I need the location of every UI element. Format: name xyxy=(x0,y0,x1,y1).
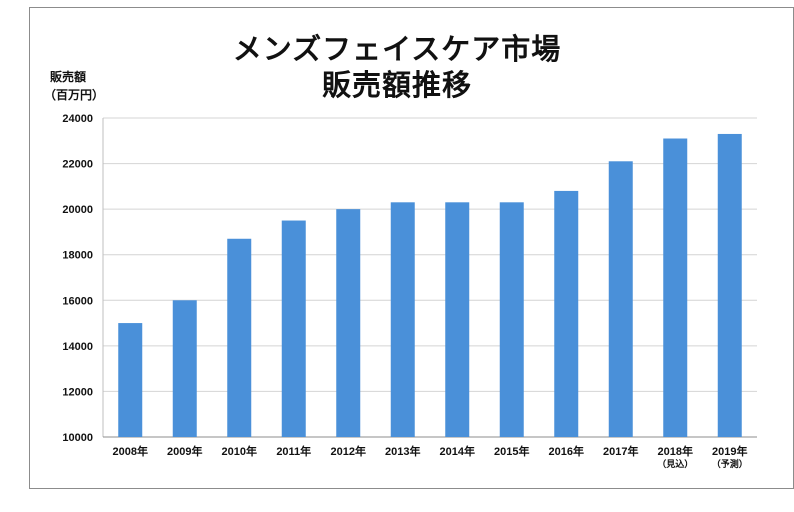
bar xyxy=(336,209,361,437)
bar xyxy=(717,133,742,437)
bar xyxy=(445,202,470,437)
x-tick-sublabel: （予測） xyxy=(712,458,748,469)
bar xyxy=(118,323,143,437)
bar xyxy=(281,220,306,437)
chart-title-line-2: 販売額推移 xyxy=(321,68,472,102)
y-tick-label: 20000 xyxy=(62,204,93,216)
x-tick-label: 2015年 xyxy=(494,444,529,458)
y-axis-label: 販売額 xyxy=(50,70,87,84)
x-tick-label: 2008年 xyxy=(113,444,148,458)
y-tick-label: 12000 xyxy=(62,386,93,398)
y-tick-label: 18000 xyxy=(62,250,93,262)
x-tick-label: 2018年 xyxy=(658,444,693,458)
x-tick-label: 2019年 xyxy=(712,444,747,458)
bar xyxy=(663,138,688,437)
x-tick-label: 2010年 xyxy=(222,444,257,458)
x-tick-label: 2016年 xyxy=(549,444,584,458)
bar xyxy=(608,161,633,438)
chart-title-line-1: メンズフェイスケア市場 xyxy=(232,32,562,66)
x-tick-label: 2017年 xyxy=(603,444,638,458)
bar xyxy=(390,202,415,437)
x-tick-sublabel: （見込） xyxy=(657,458,693,469)
y-tick-label: 10000 xyxy=(62,432,93,444)
y-tick-label: 24000 xyxy=(62,113,93,125)
x-tick-label: 2009年 xyxy=(167,444,202,458)
bar xyxy=(554,190,579,437)
bar xyxy=(227,238,252,437)
y-tick-label: 22000 xyxy=(62,159,93,171)
x-tick-label: 2014年 xyxy=(440,444,475,458)
bar xyxy=(172,300,197,437)
bar xyxy=(499,202,524,437)
y-tick-label: 14000 xyxy=(62,341,93,353)
x-tick-label: 2013年 xyxy=(385,444,420,458)
x-tick-label: 2012年 xyxy=(331,444,366,458)
y-tick-label: 16000 xyxy=(62,295,93,307)
x-tick-label: 2011年 xyxy=(276,444,311,458)
y-axis-unit: （百万円） xyxy=(44,88,105,102)
